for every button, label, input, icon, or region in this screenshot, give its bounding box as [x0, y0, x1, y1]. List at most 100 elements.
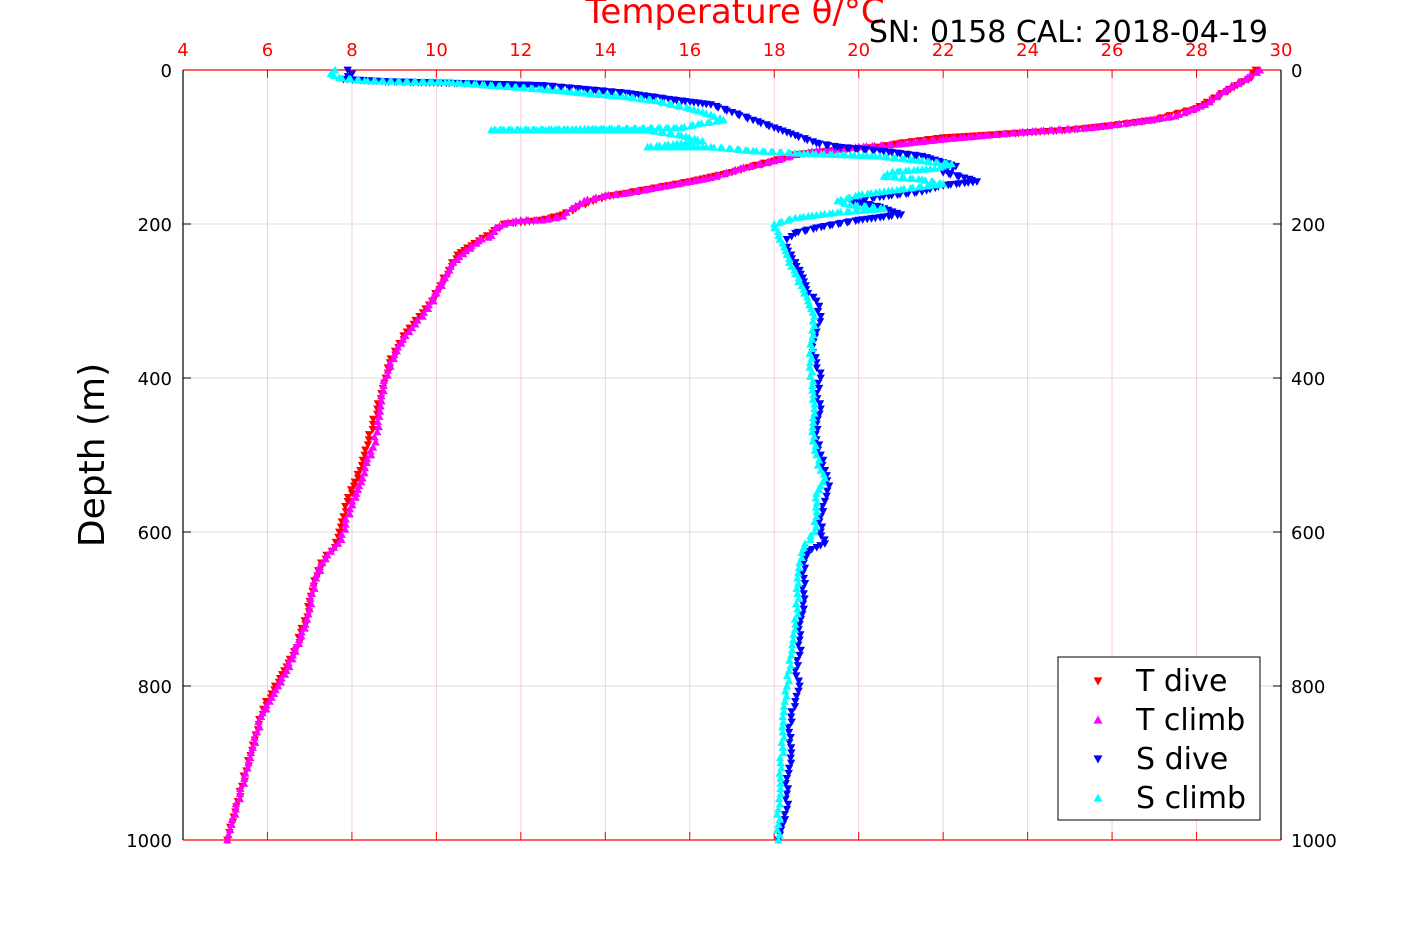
data-point — [775, 830, 784, 839]
data-point — [224, 830, 233, 839]
data-point — [859, 206, 868, 214]
data-point — [810, 527, 819, 536]
data-point — [343, 66, 352, 75]
data-point — [780, 810, 789, 819]
data-point — [794, 677, 804, 686]
legend-marker — [1093, 677, 1103, 686]
data-point — [777, 722, 787, 731]
data-point — [904, 151, 913, 159]
data-point — [808, 376, 818, 385]
data-point — [782, 790, 792, 798]
data-point — [798, 569, 807, 578]
legend-marker — [1093, 793, 1103, 802]
data-point — [341, 514, 350, 523]
data-point — [787, 718, 796, 727]
data-point — [791, 213, 800, 222]
data-point — [816, 542, 825, 550]
data-point — [899, 173, 909, 182]
data-point — [702, 109, 711, 117]
data-point — [440, 273, 450, 282]
data-point — [900, 154, 909, 163]
data-point — [244, 758, 253, 767]
data-point — [785, 656, 794, 664]
x-tick-label: 6 — [262, 40, 273, 61]
data-point — [785, 148, 795, 157]
data-point — [1219, 87, 1228, 96]
data-point — [807, 545, 817, 554]
data-point — [779, 717, 788, 726]
data-point — [794, 273, 803, 282]
data-point — [404, 327, 414, 336]
data-point — [349, 482, 359, 490]
data-point — [1196, 102, 1206, 110]
data-point — [254, 717, 263, 726]
data-point — [227, 820, 236, 828]
data-point — [786, 733, 795, 742]
data-point — [337, 535, 346, 544]
data-point — [809, 225, 818, 234]
data-point — [294, 635, 304, 644]
data-point — [798, 610, 807, 619]
data-point — [776, 779, 785, 787]
data-point — [875, 152, 885, 160]
data-point — [800, 579, 810, 588]
data-point — [651, 96, 661, 105]
data-point — [786, 651, 796, 659]
data-point — [790, 615, 800, 623]
data-point — [799, 559, 808, 567]
data-point — [810, 409, 819, 417]
data-point — [389, 354, 399, 363]
data-point — [784, 769, 793, 778]
data-point — [779, 707, 788, 716]
data-point — [262, 704, 271, 713]
data-point — [812, 544, 821, 552]
data-point — [948, 134, 957, 142]
data-point — [798, 585, 807, 593]
data-point — [775, 155, 784, 163]
data-point — [484, 233, 493, 241]
data-point — [1054, 125, 1063, 134]
data-point — [792, 262, 801, 271]
data-point — [814, 302, 824, 311]
data-point — [800, 595, 809, 603]
x-tick-label: 26 — [1101, 40, 1124, 61]
data-point — [522, 215, 531, 224]
data-point — [999, 129, 1008, 138]
data-point — [815, 400, 825, 408]
data-point — [735, 145, 744, 154]
data-point — [811, 441, 820, 450]
data-point — [778, 821, 787, 829]
data-point — [1113, 120, 1122, 128]
x-tick-label: 20 — [847, 40, 870, 61]
data-point — [768, 147, 778, 156]
data-point — [1086, 123, 1096, 132]
data-point — [943, 160, 953, 169]
x-tick-label: 8 — [346, 40, 357, 61]
data-point — [812, 507, 821, 516]
data-point — [375, 412, 384, 420]
data-point — [781, 780, 790, 788]
data-point — [786, 759, 796, 768]
data-point — [376, 402, 385, 410]
data-point — [650, 94, 660, 102]
data-point — [350, 478, 359, 487]
data-point — [810, 399, 819, 408]
data-point — [1062, 125, 1072, 133]
data-point — [891, 153, 900, 162]
data-point — [793, 662, 803, 670]
data-point — [743, 146, 753, 154]
data-point — [364, 436, 374, 444]
data-point — [784, 723, 793, 732]
data-point — [428, 292, 438, 301]
data-point — [777, 763, 786, 772]
data-point — [796, 631, 805, 639]
data-point — [375, 407, 385, 415]
data-point — [631, 187, 641, 196]
data-point — [366, 446, 375, 455]
x-tick-label: 16 — [678, 40, 701, 61]
data-point — [794, 687, 803, 696]
data-point — [669, 123, 679, 132]
data-point — [818, 461, 827, 470]
data-point — [637, 94, 647, 103]
data-point — [612, 125, 622, 134]
